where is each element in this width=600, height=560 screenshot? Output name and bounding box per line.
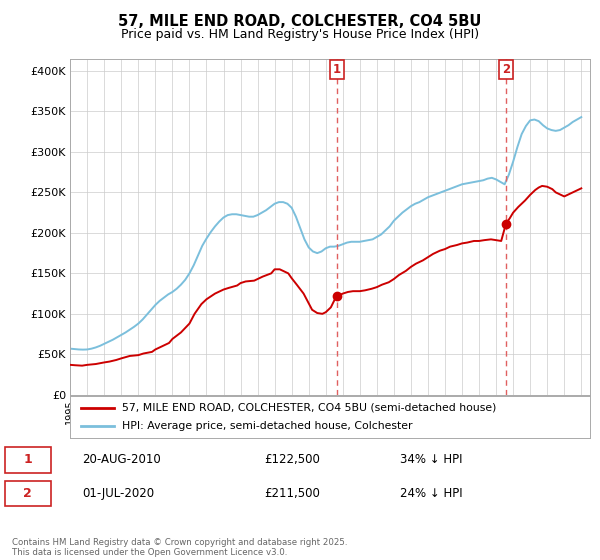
Text: 57, MILE END ROAD, COLCHESTER, CO4 5BU: 57, MILE END ROAD, COLCHESTER, CO4 5BU xyxy=(118,14,482,29)
Text: £122,500: £122,500 xyxy=(265,454,320,466)
Text: HPI: Average price, semi-detached house, Colchester: HPI: Average price, semi-detached house,… xyxy=(122,421,413,431)
Text: £211,500: £211,500 xyxy=(265,487,320,500)
FancyBboxPatch shape xyxy=(5,481,50,506)
Text: 1: 1 xyxy=(23,454,32,466)
Text: 1: 1 xyxy=(332,63,341,76)
Text: 2: 2 xyxy=(502,63,510,76)
Text: 2: 2 xyxy=(23,487,32,500)
Text: 01-JUL-2020: 01-JUL-2020 xyxy=(82,487,155,500)
FancyBboxPatch shape xyxy=(5,447,50,473)
Text: 34% ↓ HPI: 34% ↓ HPI xyxy=(400,454,463,466)
Text: 20-AUG-2010: 20-AUG-2010 xyxy=(82,454,161,466)
Text: 57, MILE END ROAD, COLCHESTER, CO4 5BU (semi-detached house): 57, MILE END ROAD, COLCHESTER, CO4 5BU (… xyxy=(122,403,497,413)
Text: Price paid vs. HM Land Registry's House Price Index (HPI): Price paid vs. HM Land Registry's House … xyxy=(121,28,479,41)
Text: Contains HM Land Registry data © Crown copyright and database right 2025.
This d: Contains HM Land Registry data © Crown c… xyxy=(12,538,347,557)
Text: 24% ↓ HPI: 24% ↓ HPI xyxy=(400,487,463,500)
